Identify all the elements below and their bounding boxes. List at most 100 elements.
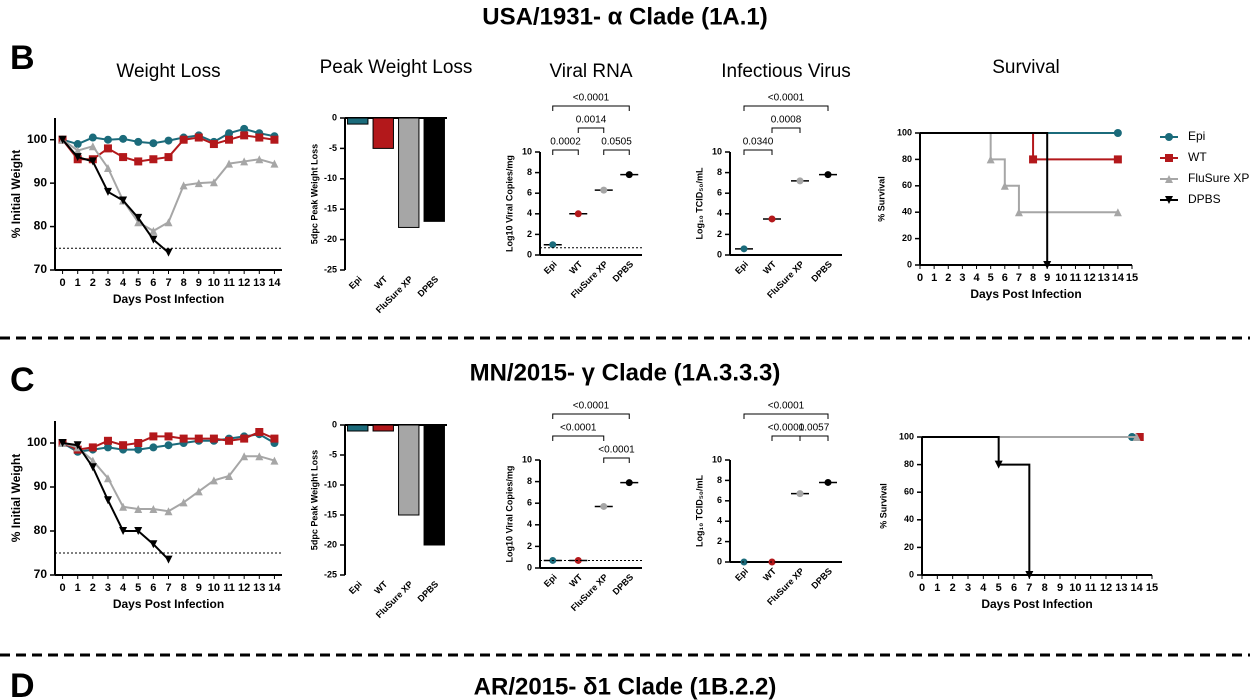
- marker: [209, 140, 218, 149]
- bar: [347, 424, 369, 432]
- marker: [88, 463, 97, 472]
- marker: [134, 445, 143, 454]
- x-axis-label: Days Post Infection: [981, 597, 1092, 611]
- bracket: [771, 435, 801, 441]
- marker: [164, 153, 173, 162]
- x-tick-label: 13: [253, 277, 265, 289]
- bar: [398, 117, 420, 228]
- bracket: [552, 105, 630, 111]
- data-point: [625, 171, 633, 179]
- bracket: [799, 435, 829, 441]
- y-axis-label: % Survival: [878, 483, 888, 529]
- x-tick-label: 13: [1115, 582, 1127, 594]
- x-tick-label: 0: [60, 277, 66, 289]
- x-tick-label: 6: [150, 277, 156, 289]
- x-tick-label: 15: [1126, 272, 1138, 284]
- p-value: <0.0001: [573, 401, 610, 412]
- marker: [103, 135, 112, 144]
- y-tick-label: 20: [904, 542, 914, 552]
- marker: [209, 434, 218, 443]
- marker: [103, 474, 112, 483]
- bar: [423, 117, 445, 222]
- legend-label: FluSure XP: [1188, 171, 1249, 185]
- x-tick-label: WT: [761, 566, 778, 583]
- marker: [270, 456, 279, 465]
- x-tick-label: Epi: [542, 572, 559, 589]
- marker: [194, 133, 203, 142]
- marker: [88, 443, 97, 452]
- bracket: [743, 105, 829, 111]
- y-tick-label: 2: [527, 229, 532, 239]
- marker: [164, 507, 173, 516]
- y-tick-label: 6: [717, 188, 722, 198]
- data-point: [824, 478, 832, 486]
- marker: [986, 155, 995, 164]
- marker: [240, 452, 249, 461]
- x-tick-label: 7: [1016, 272, 1022, 284]
- marker: [225, 159, 234, 168]
- x-tick-label: 11: [1085, 582, 1097, 594]
- y-tick-label: -25: [324, 264, 337, 274]
- marker: [134, 157, 143, 166]
- marker: [1025, 571, 1034, 579]
- marker: [103, 436, 112, 445]
- y-tick-label: 0: [717, 249, 722, 259]
- bracket: [743, 149, 773, 155]
- marker: [1135, 433, 1144, 441]
- marker: [164, 555, 173, 564]
- y-tick-label: 6: [527, 188, 532, 198]
- y-tick-label: 4: [527, 519, 532, 529]
- x-tick-label: 11: [1070, 272, 1082, 284]
- y-tick-label: 10: [522, 454, 532, 464]
- x-tick-label: 6: [150, 582, 156, 594]
- chart-title: Infectious Virus: [721, 61, 851, 82]
- y-tick-label: 0: [907, 259, 912, 269]
- bar: [398, 424, 420, 516]
- x-tick-label: 3: [105, 277, 111, 289]
- y-tick-label: 80: [904, 459, 914, 469]
- y-tick-label: 100: [897, 127, 912, 137]
- marker: [58, 135, 67, 144]
- marker: [164, 136, 173, 145]
- p-value: 0.0057: [799, 423, 830, 434]
- y-tick-label: -5: [329, 449, 337, 459]
- marker: [1113, 208, 1122, 217]
- data-point: [768, 215, 776, 223]
- data-point: [625, 479, 633, 487]
- y-tick-label: 6: [527, 498, 532, 508]
- marker: [225, 135, 234, 144]
- y-tick-label: -20: [324, 234, 337, 244]
- y-axis-label: 5dpc Peak Weight Loss: [309, 450, 319, 550]
- x-axis-label: Days Post Infection: [113, 597, 224, 611]
- x-tick-label: 13: [1098, 272, 1110, 284]
- y-tick-label: 70: [34, 262, 48, 276]
- y-axis-label: % Survival: [876, 176, 886, 222]
- p-value: 0.0008: [771, 115, 802, 126]
- y-tick-label: 8: [527, 167, 532, 177]
- marker: [88, 133, 97, 142]
- marker: [149, 505, 158, 513]
- x-tick-label: 14: [268, 582, 281, 594]
- p-value: <0.0001: [768, 93, 805, 104]
- x-tick-label: DPBS: [611, 572, 636, 597]
- x-tick-label: 14: [1131, 582, 1144, 594]
- legend-label: DPBS: [1188, 192, 1221, 206]
- x-tick-label: 9: [1044, 272, 1050, 284]
- marker: [149, 432, 158, 441]
- x-tick-label: 7: [165, 277, 171, 289]
- x-tick-label: 14: [268, 277, 281, 289]
- marker: [240, 124, 249, 133]
- x-tick-label: 1: [75, 277, 81, 289]
- y-tick-label: 8: [717, 167, 722, 177]
- marker: [134, 213, 143, 222]
- x-tick-label: Epi: [347, 274, 364, 291]
- marker: [225, 129, 234, 138]
- x-tick-label: 12: [238, 277, 250, 289]
- marker: [1113, 155, 1122, 164]
- marker: [119, 153, 128, 162]
- x-tick-label: WT: [761, 259, 778, 276]
- y-tick-label: 40: [904, 514, 914, 524]
- x-tick-label: Epi: [542, 259, 559, 276]
- marker: [149, 226, 158, 235]
